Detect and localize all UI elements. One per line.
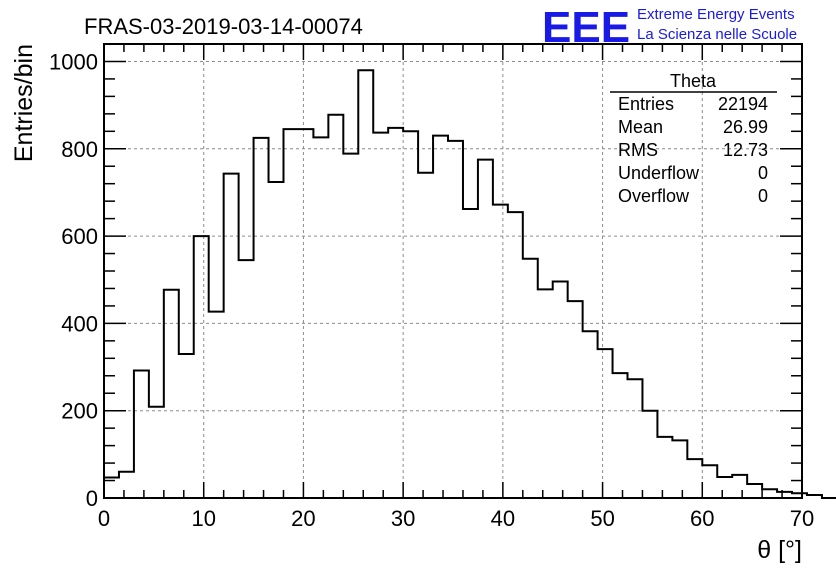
histogram-line — [103, 69, 836, 499]
x-tick-label: 20 — [291, 506, 315, 531]
stats-value-entries: 22194 — [718, 94, 768, 114]
eee-logo: EEE Extreme Energy Events La Scienza nel… — [542, 3, 797, 52]
x-axis-label: θ [°] — [757, 536, 802, 564]
chart-title: FRAS-03-2019-03-14-00074 — [84, 14, 363, 39]
y-tick-label: 800 — [61, 137, 98, 162]
stats-value-overflow: 0 — [758, 186, 768, 206]
x-tick-label: 30 — [391, 506, 415, 531]
x-tick-label: 60 — [690, 506, 714, 531]
x-tick-label: 70 — [790, 506, 814, 531]
y-tick-label: 0 — [86, 486, 98, 511]
grid-lines — [104, 44, 802, 498]
x-tick-label: 0 — [98, 506, 110, 531]
y-tick-label: 600 — [61, 224, 98, 249]
stats-value-underflow: 0 — [758, 163, 768, 183]
x-tick-labels: 0 10 20 30 40 50 60 70 — [98, 506, 814, 531]
eee-brand-line2: La Scienza nelle Scuole — [637, 26, 797, 43]
stats-value-rms: 12.73 — [723, 140, 768, 160]
x-tick-label: 40 — [491, 506, 515, 531]
x-tick-label: 10 — [191, 506, 215, 531]
y-axis-label: Entries/bin — [10, 44, 38, 162]
stats-value-mean: 26.99 — [723, 117, 768, 137]
y-tick-label: 1000 — [49, 49, 98, 74]
stats-title: Theta — [670, 71, 717, 91]
y-tick-label: 400 — [61, 311, 98, 336]
axis-ticks — [103, 43, 803, 499]
stats-label-underflow: Underflow — [618, 163, 700, 183]
stats-label-rms: RMS — [618, 140, 658, 160]
y-tick-labels: 0 200 400 600 800 1000 — [49, 49, 98, 511]
eee-brand-line1: Extreme Energy Events — [637, 6, 795, 23]
stats-label-overflow: Overflow — [618, 186, 690, 206]
stats-box: Theta Entries 22194 Mean 26.99 RMS 12.73… — [610, 71, 777, 206]
y-tick-label: 200 — [61, 399, 98, 424]
stats-label-mean: Mean — [618, 117, 663, 137]
x-tick-label: 50 — [590, 506, 614, 531]
stats-label-entries: Entries — [618, 94, 674, 114]
